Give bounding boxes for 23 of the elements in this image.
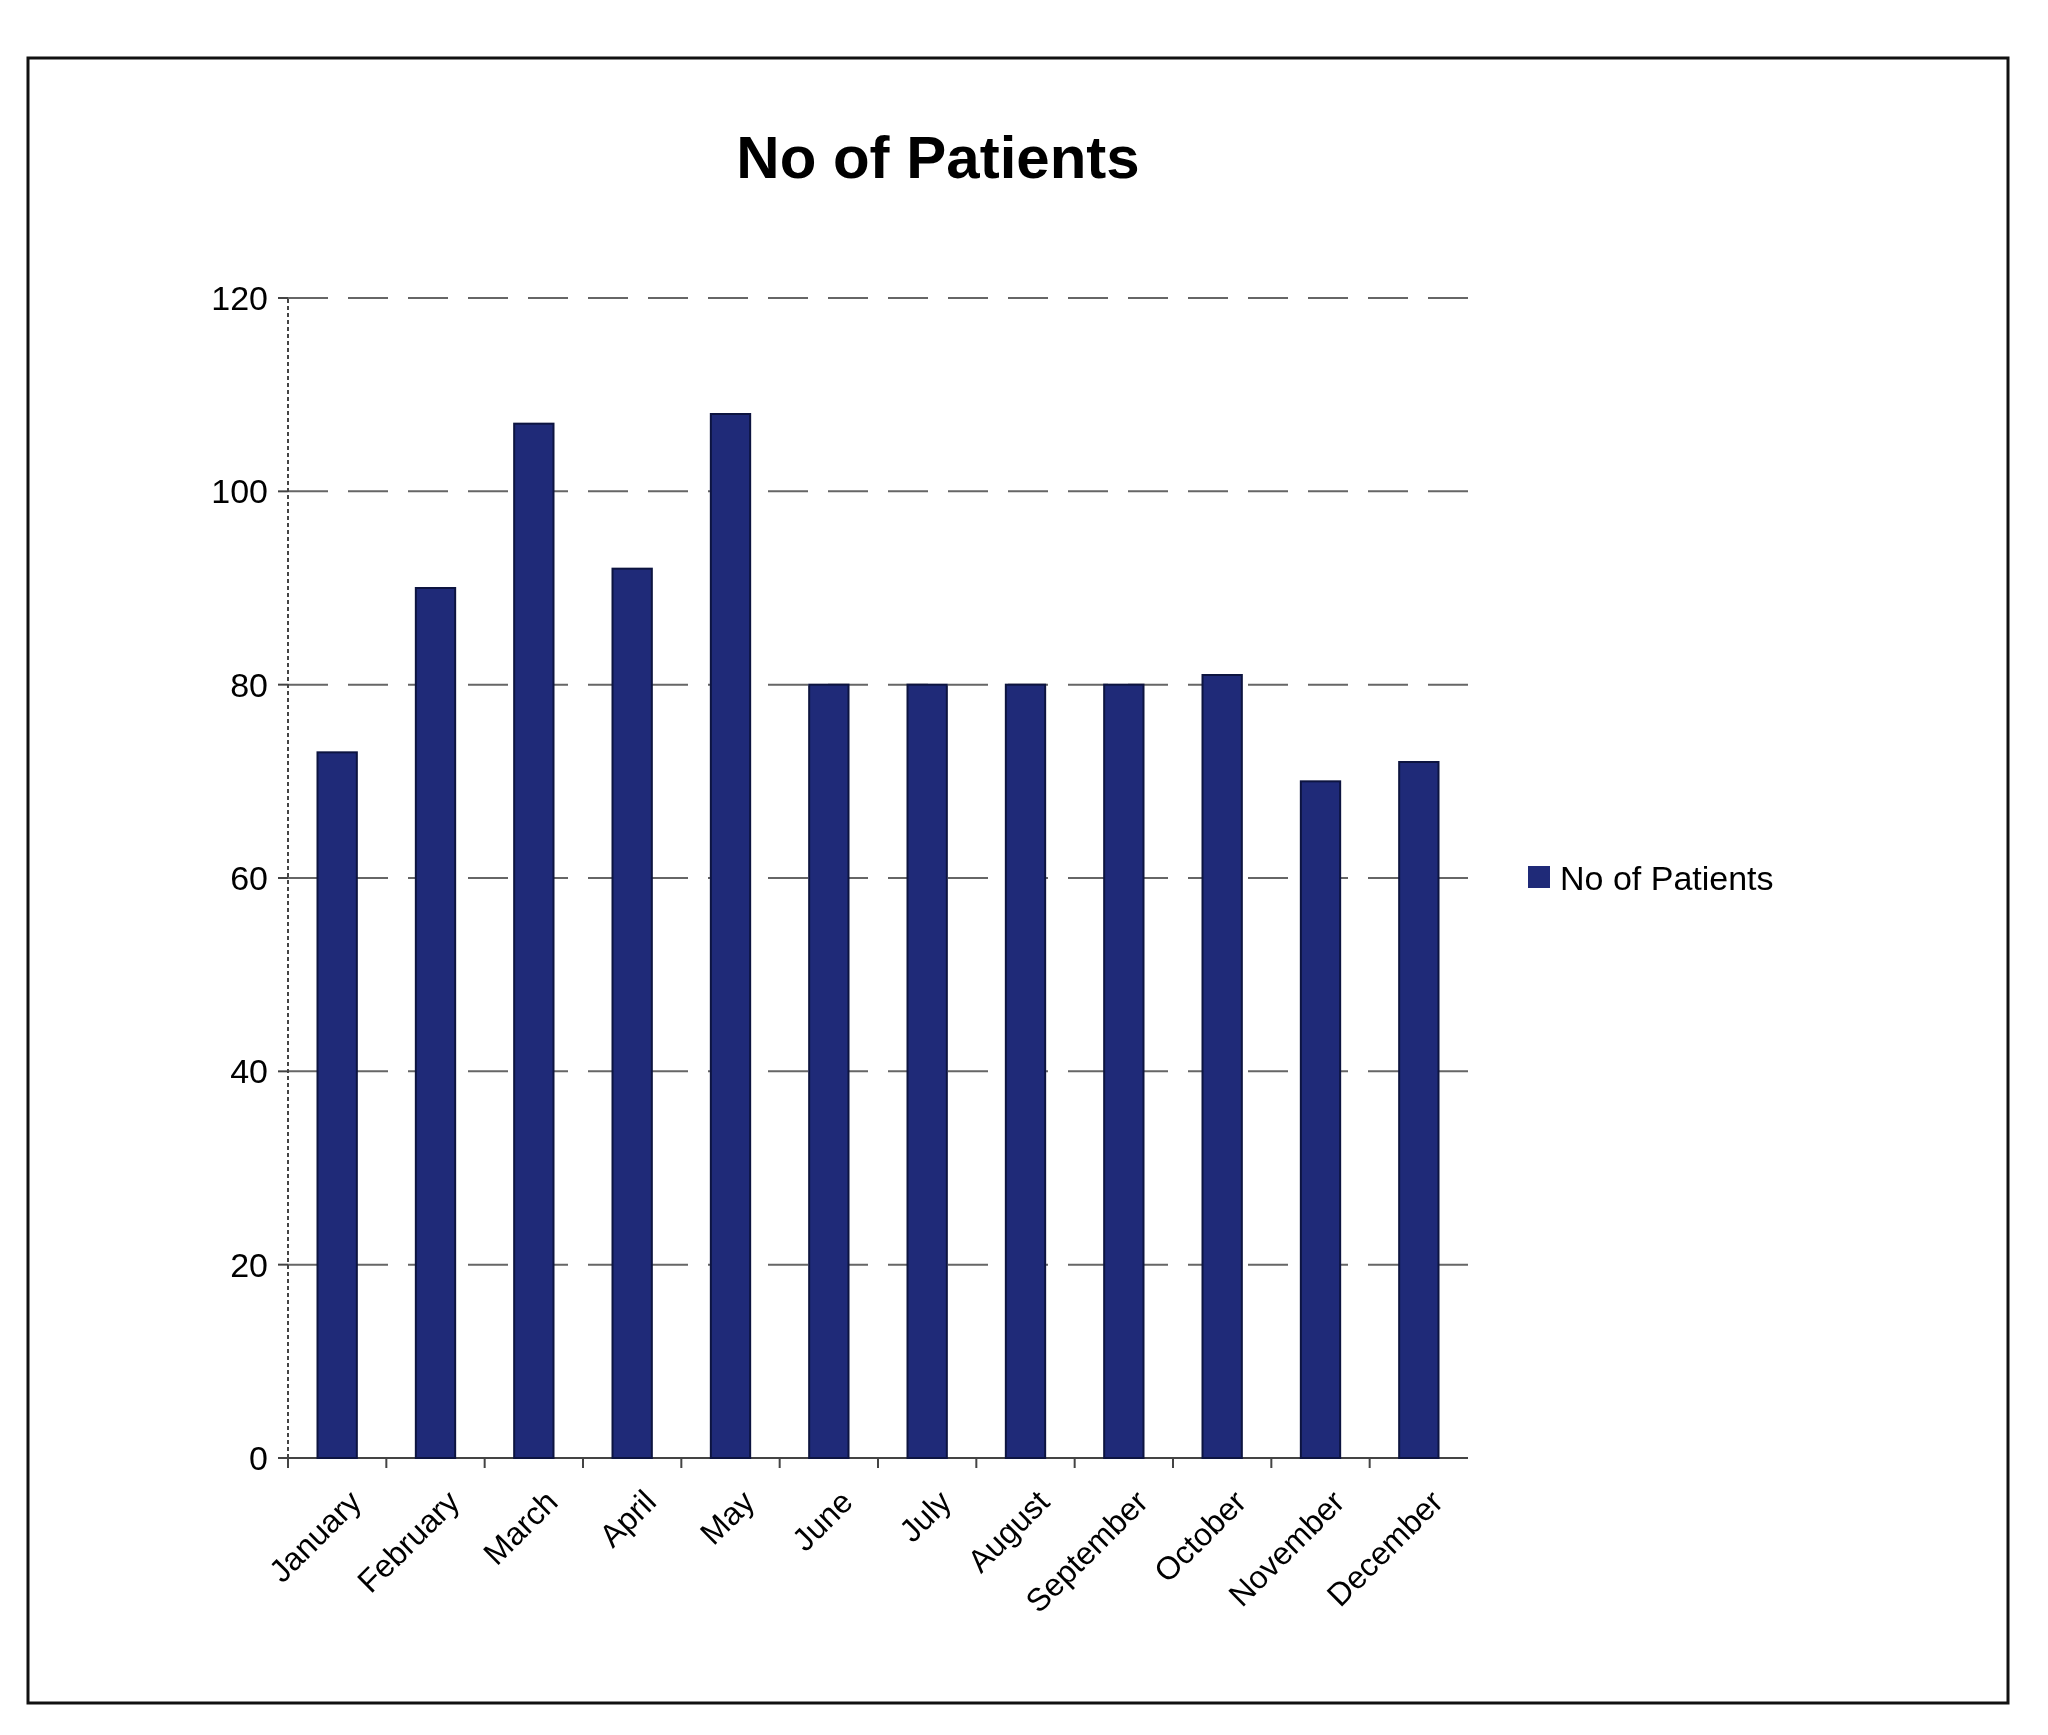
y-tick-label: 60 (230, 858, 268, 897)
bar (709, 413, 752, 1459)
bar (1398, 761, 1440, 1459)
y-tick-label: 0 (249, 1438, 268, 1477)
bar (414, 587, 457, 1459)
bar (1004, 683, 1047, 1459)
bar (906, 683, 948, 1459)
chart-title: No of Patients (736, 124, 1140, 191)
bar (316, 751, 358, 1459)
y-tick-label: 100 (211, 472, 268, 511)
bar (611, 567, 653, 1459)
bar (1201, 674, 1243, 1459)
y-tick-label: 20 (230, 1245, 268, 1284)
bar (1103, 683, 1145, 1459)
bar (808, 683, 850, 1459)
x-tick-label: July (892, 1483, 958, 1550)
y-tick-label: 120 (211, 278, 268, 317)
y-tick-label: 40 (230, 1052, 268, 1091)
y-tick-label: 80 (230, 665, 268, 704)
bar (513, 422, 555, 1459)
x-tick-label: May (693, 1483, 762, 1552)
legend-label: No of Patients (1560, 858, 1774, 897)
bar (1299, 780, 1342, 1459)
